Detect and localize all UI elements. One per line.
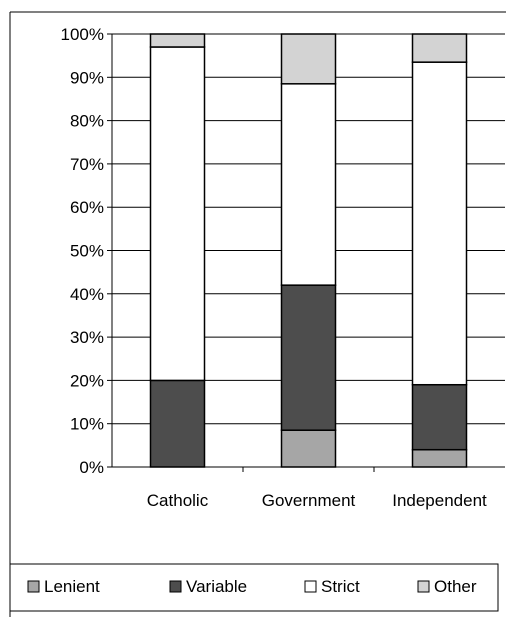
y-tick-label: 10% [70,415,104,434]
y-tick-label: 80% [70,112,104,131]
y-tick-label: 0% [79,458,104,477]
bar-segment-lenient [280,429,337,468]
legend-box [9,563,499,612]
legend-label: Variable [186,577,247,596]
bars [149,33,468,468]
y-tick-label: 30% [70,328,104,347]
category-labels: Catholic Government Independent [147,491,487,510]
bar-segment-other [411,33,468,63]
legend: Lenient Variable Strict Other [27,577,477,596]
legend-swatch-lenient [27,580,40,593]
axes [107,33,505,472]
y-tick-label: 20% [70,371,104,390]
bar-segment-lenient [411,448,468,468]
bar-segment-strict [411,61,468,386]
legend-label: Other [434,577,477,596]
bar-segment-other [280,33,337,85]
y-tick-label: 40% [70,285,104,304]
bar-segment-variable [149,379,206,468]
legend-swatch-strict [304,580,317,593]
y-tick-labels: 0% 10% 20% 30% 40% 50% 60% 70% 80% 90% 100% [61,25,104,477]
bar-segment-other [149,33,206,48]
x-category-label: Independent [392,491,487,510]
x-category-label: Catholic [147,491,209,510]
legend-swatch-other [417,580,430,593]
bar-segment-variable [280,284,337,431]
y-tick-label: 100% [61,25,104,44]
y-tick-label: 50% [70,242,104,261]
bar-segment-strict [280,83,337,286]
y-tick-label: 60% [70,198,104,217]
x-category-label: Government [262,491,356,510]
y-tick-label: 90% [70,68,104,87]
legend-swatch-variable [169,580,182,593]
y-tick-label: 70% [70,155,104,174]
legend-label: Lenient [44,577,100,596]
bar-segment-variable [411,383,468,451]
legend-label: Strict [321,577,360,596]
bar-segment-strict [149,46,206,382]
